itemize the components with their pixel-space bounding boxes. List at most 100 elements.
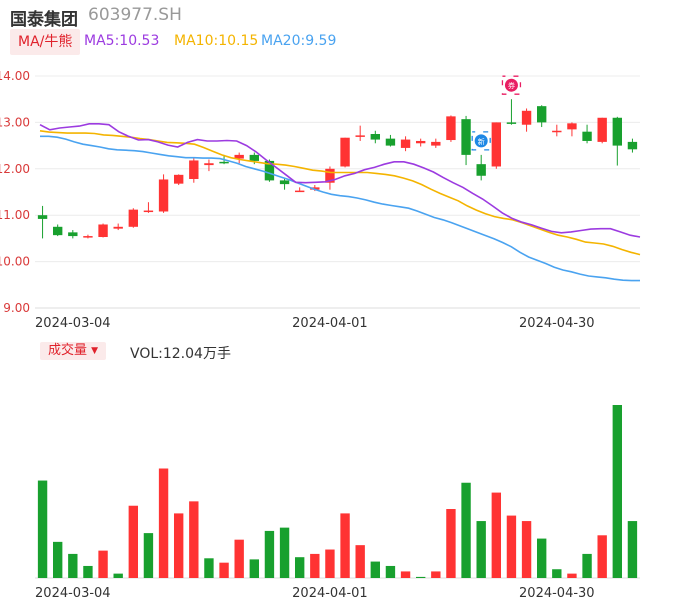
- volume-x-tick-label: 2024-04-30: [519, 586, 595, 601]
- y-tick-label: 10.00: [0, 255, 30, 269]
- y-tick-label: 12.00: [0, 162, 30, 176]
- candle-body: [128, 209, 139, 227]
- candle-body: [552, 130, 562, 133]
- volume-bar: [415, 576, 426, 578]
- volume-bar: [264, 530, 275, 578]
- volume-x-tick-label: 2024-03-04: [35, 586, 111, 601]
- volume-bar: [491, 492, 502, 578]
- candle-body: [612, 117, 623, 146]
- candle-body: [143, 210, 154, 213]
- chevron-down-icon: ▼: [91, 346, 99, 356]
- candle-body: [158, 179, 169, 212]
- volume-x-tick-label: 2024-04-01: [292, 586, 368, 601]
- heart-icon[interactable]: 券: [501, 75, 522, 95]
- volume-bar: [597, 535, 607, 578]
- candle-body: [98, 224, 108, 238]
- volume-readout: VOL:12.04万手: [130, 346, 231, 362]
- volume-bar: [173, 513, 184, 578]
- candle-body: [52, 226, 63, 236]
- x-tick-label: 2024-04-01: [292, 316, 368, 331]
- volume-bar: [52, 541, 63, 578]
- candle-body: [355, 135, 365, 137]
- candle-body: [264, 160, 275, 181]
- candle-body: [567, 123, 577, 130]
- candle-body: [340, 137, 350, 167]
- ma10-legend: MA10:10.15: [174, 33, 259, 49]
- volume-bar: [68, 553, 78, 578]
- volume-bar: [400, 571, 411, 578]
- candle-body: [310, 187, 320, 190]
- ma10-line: [39, 130, 641, 256]
- volume-bar: [294, 557, 305, 578]
- volume-bar: [612, 405, 623, 578]
- ma5-legend: MA5:10.53: [84, 33, 160, 49]
- stock-name: 国泰集团: [10, 10, 78, 30]
- volume-bar: [536, 538, 547, 578]
- candle-body: [219, 161, 229, 164]
- volume-bar: [355, 545, 365, 578]
- candle-body: [415, 140, 426, 144]
- candle-body: [249, 154, 260, 161]
- volume-bar: [567, 573, 577, 578]
- x-tick-label: 2024-04-30: [519, 316, 595, 331]
- candle-body: [37, 215, 48, 219]
- candle-body: [582, 131, 592, 141]
- volume-bar: [204, 558, 214, 578]
- volume-bar: [461, 482, 471, 578]
- y-tick-label: 14.00: [0, 69, 30, 83]
- volume-bar: [385, 565, 396, 578]
- candle-body: [400, 139, 411, 148]
- volume-bar: [234, 539, 244, 578]
- candle-body: [68, 232, 78, 237]
- volume-bar: [340, 513, 350, 578]
- volume-bar: [521, 521, 532, 578]
- candle-body: [325, 168, 335, 183]
- volume-bar: [627, 521, 638, 578]
- y-tick-label: 11.00: [0, 208, 30, 222]
- candle-body: [476, 164, 486, 176]
- ma-selector-button[interactable]: MA/牛熊: [10, 29, 81, 55]
- candle-body: [294, 190, 305, 193]
- volume-bar: [279, 527, 290, 578]
- volume-bar: [128, 505, 139, 578]
- candle-body: [597, 117, 607, 142]
- shield-news-icon[interactable]: 新: [471, 131, 491, 151]
- volume-bar: [189, 501, 199, 578]
- volume-bar: [37, 480, 48, 578]
- marker-label: 新: [478, 137, 485, 146]
- y-tick-label: 13.00: [0, 115, 30, 129]
- candle-body: [279, 180, 290, 185]
- volume-selector-label: 成交量: [48, 343, 88, 358]
- candle-body: [491, 122, 502, 167]
- candle-body: [536, 106, 547, 123]
- volume-bar: [83, 565, 93, 578]
- candle-body: [461, 119, 471, 155]
- candle-body: [431, 141, 441, 146]
- volume-bar: [98, 550, 108, 578]
- candle-body: [370, 134, 381, 140]
- volume-bar: [446, 509, 456, 578]
- ma20-legend: MA20:9.59: [261, 33, 337, 49]
- volume-bar: [310, 553, 320, 578]
- volume-bar: [325, 549, 335, 578]
- ma5-line: [39, 123, 641, 238]
- candle-body: [627, 141, 638, 150]
- candle-body: [204, 163, 214, 166]
- ma20-line: [40, 135, 640, 282]
- volume-selector-button[interactable]: 成交量 ▼: [40, 342, 107, 360]
- volume-bar: [552, 569, 562, 578]
- candle-body: [189, 160, 199, 180]
- volume-bar: [113, 573, 123, 578]
- marker-label: 券: [508, 81, 515, 90]
- volume-bar: [370, 561, 381, 578]
- volume-bar: [431, 571, 441, 578]
- volume-bar: [143, 533, 154, 578]
- stock-code: 603977.SH: [88, 5, 182, 25]
- candle-body: [521, 110, 532, 125]
- candle-body: [113, 226, 123, 229]
- volume-bar: [476, 521, 486, 578]
- candle-body: [234, 154, 244, 159]
- volume-bar: [582, 553, 592, 578]
- volume-bar: [158, 468, 169, 578]
